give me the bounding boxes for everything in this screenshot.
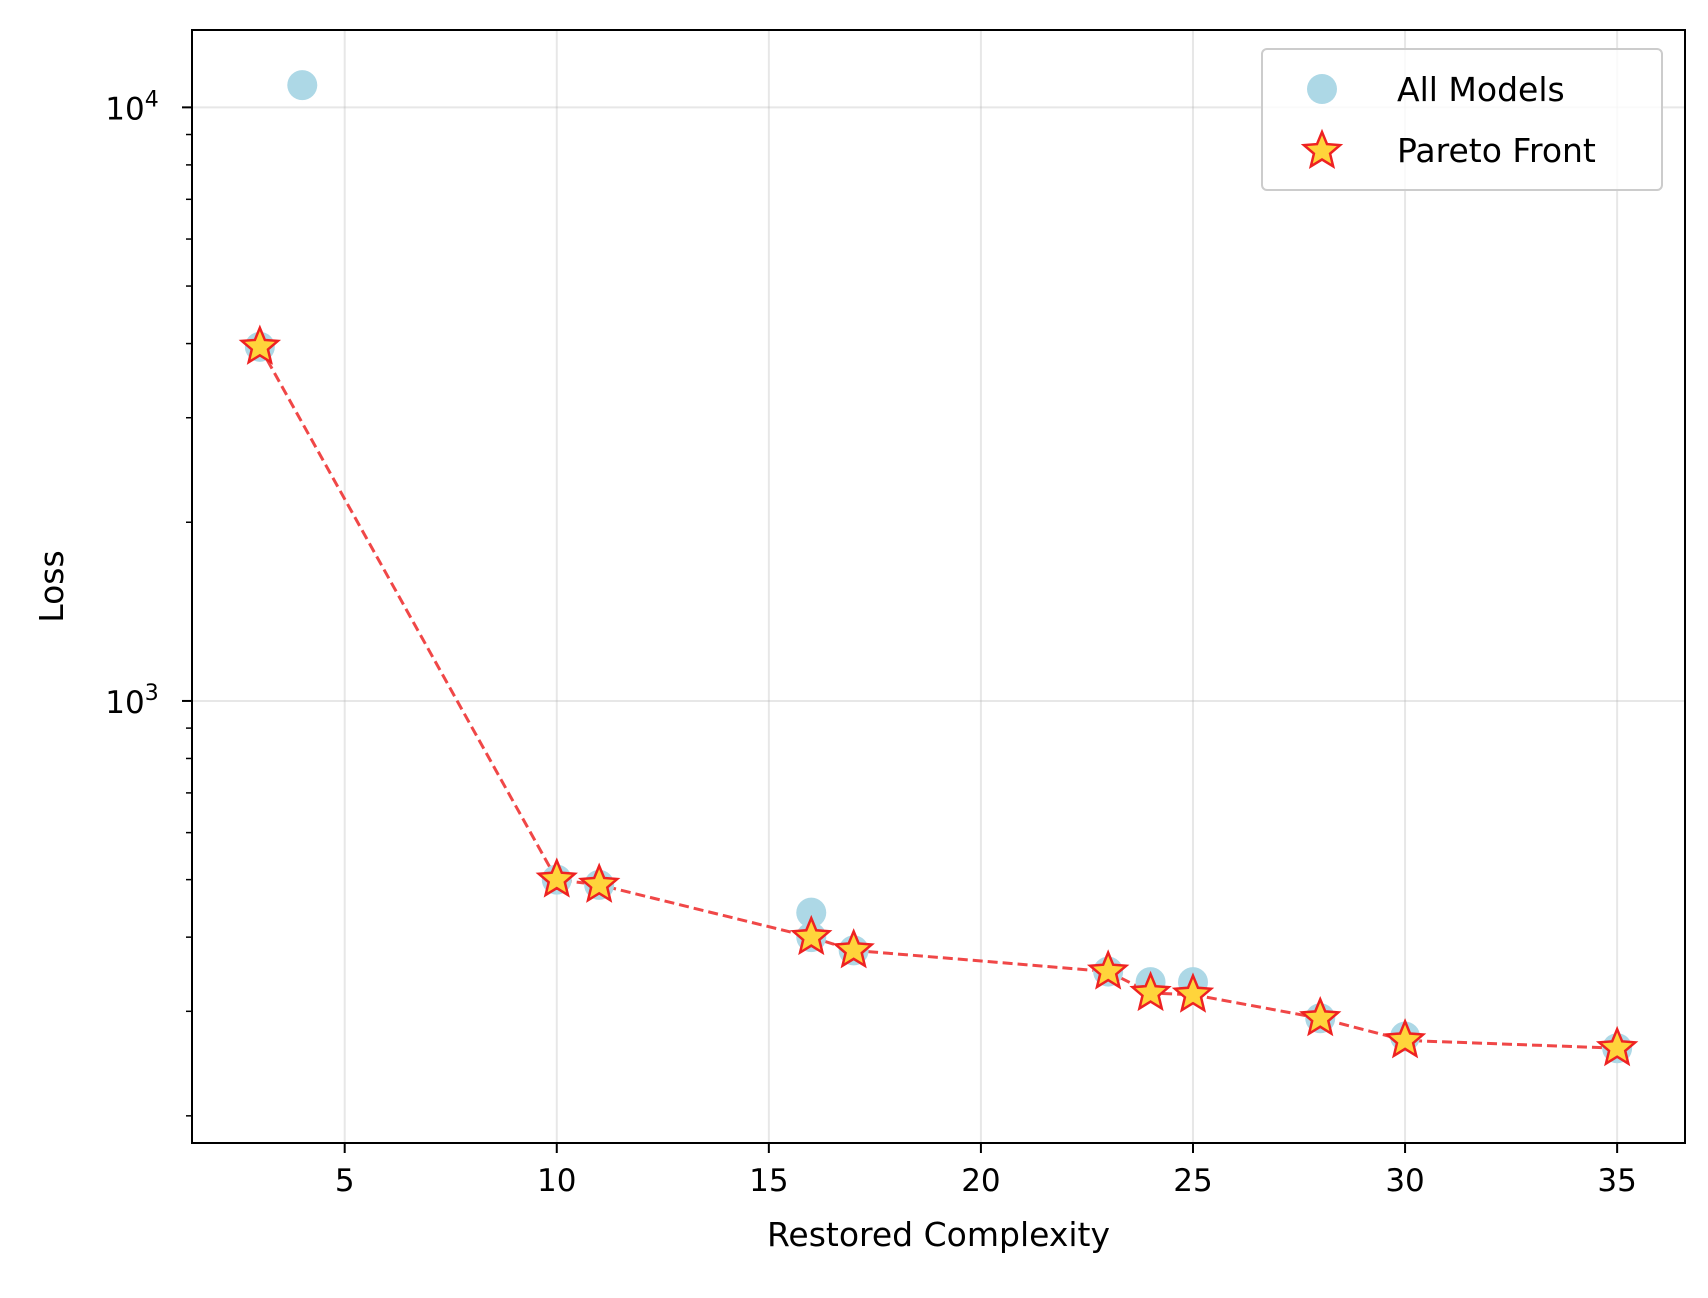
y-tick-exponent: 3	[145, 681, 159, 706]
x-tick-label: 25	[1173, 1163, 1212, 1199]
pareto-front-point	[1171, 972, 1215, 1013]
y-tick-label: 104	[105, 87, 158, 127]
pareto-front-point	[238, 324, 282, 365]
y-tick-base: 10	[105, 91, 144, 127]
all-models-point	[796, 897, 827, 928]
legend-pareto-front-marker	[1300, 128, 1344, 170]
y-tick-label: 103	[105, 681, 158, 721]
pareto-front-point	[1595, 1025, 1639, 1067]
all-models-point	[287, 70, 318, 101]
x-tick-label: 15	[749, 1163, 788, 1199]
legend-all-models-label: All Models	[1397, 70, 1565, 109]
x-tick-label: 35	[1597, 1163, 1636, 1199]
legend-pareto-front-label: Pareto Front	[1397, 131, 1596, 170]
x-tick-label: 20	[961, 1163, 1000, 1199]
pareto-front-point	[790, 914, 833, 956]
pareto-front-point	[535, 857, 578, 898]
x-tick-label: 10	[537, 1163, 576, 1199]
x-axis-label: Restored Complexity	[767, 1215, 1110, 1254]
x-tick-label: 5	[335, 1163, 355, 1199]
pareto-front-point	[1129, 970, 1172, 1012]
plot-area-frame	[191, 29, 1686, 1144]
legend: All Models Pareto Front	[1261, 48, 1663, 191]
x-tick-label: 30	[1385, 1163, 1424, 1199]
pareto-front-point	[1383, 1018, 1427, 1059]
y-tick-exponent: 4	[145, 87, 159, 112]
pareto-front-points	[238, 324, 1639, 1067]
legend-all-models-marker	[1307, 74, 1337, 104]
legend-box	[1261, 48, 1663, 191]
y-tick-base: 10	[105, 685, 144, 721]
x-axis-ticks: 5 10 15 20 25 30 35	[335, 1143, 1637, 1199]
pareto-front-point	[577, 862, 621, 903]
y-axis-label: Loss	[32, 550, 71, 622]
pareto-front-point	[1086, 949, 1130, 990]
pareto-front-point	[832, 928, 875, 969]
pareto-front-point	[1299, 995, 1342, 1037]
